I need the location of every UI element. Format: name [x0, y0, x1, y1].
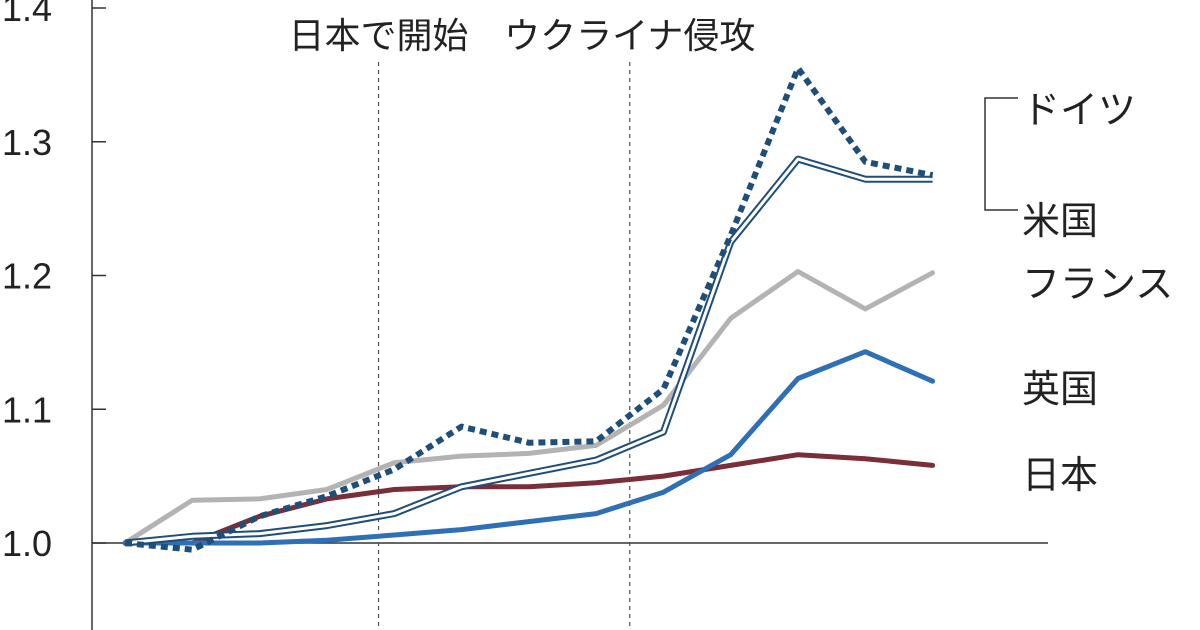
- event-annotation: ウクライナ侵攻: [504, 16, 755, 57]
- series-line: [122, 452, 936, 546]
- series-line: [124, 65, 934, 553]
- event-annotation: 日本で開始: [289, 16, 469, 57]
- y-tick-label: 1.3: [2, 122, 52, 163]
- series-line: [122, 269, 936, 546]
- series-英国: [122, 349, 936, 546]
- series-line-inner: [124, 157, 933, 545]
- series-label-英国: 英国: [1022, 367, 1098, 411]
- y-tick-label: 1.1: [2, 389, 52, 430]
- series-フランス: [122, 269, 936, 546]
- chart-axes: 1.0 1.1 1.2 1.3 1.4: [2, 0, 1048, 630]
- y-tick-label: 1.0: [2, 523, 52, 564]
- y-tick-label: 1.4: [2, 0, 52, 29]
- series-label-米国: 米国: [1022, 199, 1098, 243]
- series-label-フランス: フランス: [1022, 262, 1173, 306]
- series-label-日本: 日本: [1022, 453, 1098, 497]
- series-米国: [124, 155, 933, 547]
- chart-series: [122, 65, 936, 553]
- series-日本: [122, 452, 936, 546]
- y-tick-label: 1.2: [2, 256, 52, 297]
- series-label-ドイツ: ドイツ: [1022, 88, 1136, 132]
- series-ドイツ: [124, 65, 934, 553]
- label-bracket: [984, 97, 1018, 211]
- event-guides: 日本で開始 ウクライナ侵攻: [289, 16, 755, 630]
- series-line: [122, 349, 936, 546]
